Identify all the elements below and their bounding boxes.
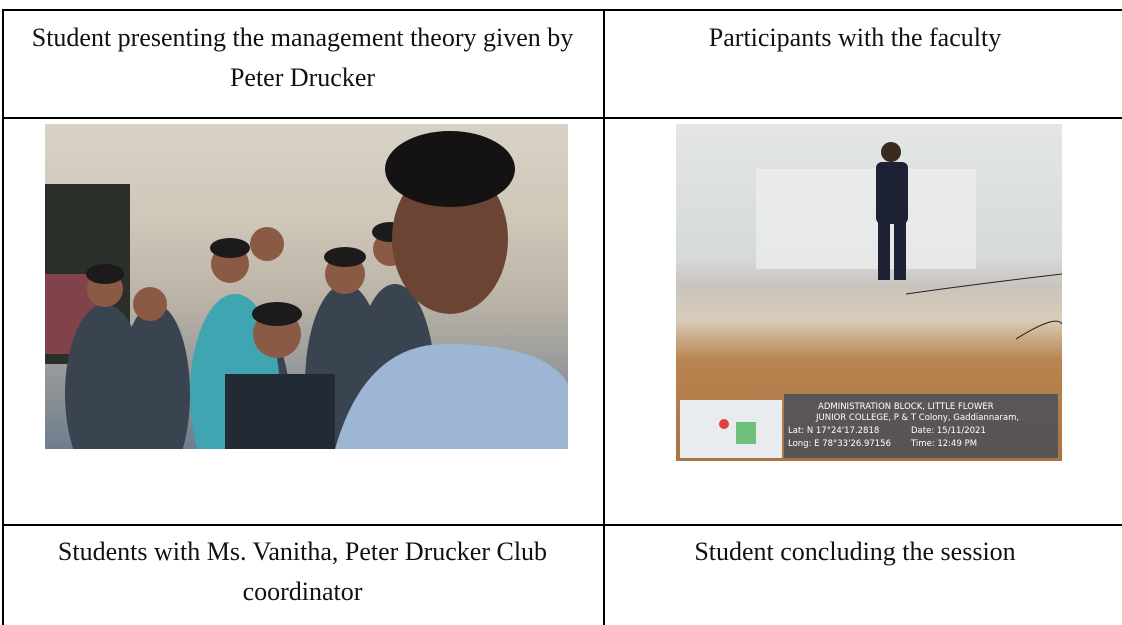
border-row bbox=[2, 117, 1122, 119]
photo-overlay-text: ADMINISTRATION BLOCK, LITTLE FLOWER bbox=[818, 402, 994, 412]
photo-overlay-text: Time: 12:49 PM bbox=[911, 439, 978, 449]
caption: Students with Ms. Vanitha, Peter Drucker… bbox=[57, 537, 548, 606]
border-middle bbox=[603, 9, 605, 625]
caption: Student presenting the management theory… bbox=[31, 23, 574, 92]
group-photo-art bbox=[45, 131, 568, 449]
border-top bbox=[2, 9, 1122, 11]
photo-overlay-text: JUNIOR COLLEGE, P & T Colony, Gaddiannar… bbox=[816, 413, 1020, 423]
photo-overlay-text: Date: 15/11/2021 bbox=[911, 426, 986, 436]
photo-overlay-text: Long: E 78°33'26.97156 bbox=[788, 439, 891, 449]
stage-photo: ADMINISTRATION BLOCK, LITTLE FLOWER JUNI… bbox=[676, 124, 1062, 461]
stage-photo-art bbox=[680, 142, 1062, 458]
caption: Student concluding the session bbox=[694, 537, 1016, 566]
border-left bbox=[2, 9, 4, 625]
border-row bbox=[2, 524, 1122, 526]
photo-overlay-text: Lat: N 17°24'17.2818 bbox=[788, 426, 880, 436]
caption: Participants with the faculty bbox=[708, 23, 1002, 52]
group-photo bbox=[45, 124, 568, 449]
